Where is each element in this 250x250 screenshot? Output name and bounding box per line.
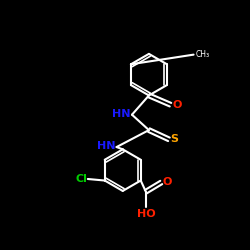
- Text: O: O: [163, 178, 172, 188]
- Text: Cl: Cl: [75, 174, 87, 184]
- Text: HN: HN: [96, 141, 115, 151]
- Text: HO: HO: [136, 209, 155, 219]
- Text: HN: HN: [112, 109, 130, 119]
- Text: CH₃: CH₃: [196, 50, 210, 59]
- Text: O: O: [172, 100, 182, 110]
- Text: S: S: [170, 134, 178, 144]
